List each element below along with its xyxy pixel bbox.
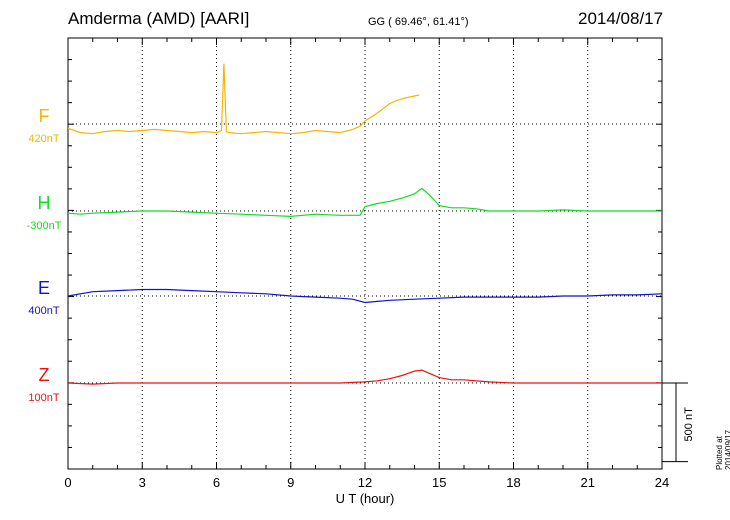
station-coordinates: GG ( 69.46°, 61.41°) <box>368 16 469 28</box>
scale-bar-label: 500 nT <box>683 407 695 442</box>
x-tick-label: 3 <box>139 475 146 490</box>
x-tick-label: 9 <box>287 475 294 490</box>
x-tick-label: 21 <box>581 475 595 490</box>
x-tick-label: 0 <box>64 475 71 490</box>
baseline-label-z: 100nT <box>28 392 59 404</box>
series-line-h <box>67 187 662 218</box>
x-tick-label: 15 <box>432 475 446 490</box>
component-label-e: E <box>38 278 50 298</box>
component-label-z: Z <box>39 365 50 385</box>
series-line-z <box>67 369 662 385</box>
x-tick-label: 18 <box>506 475 520 490</box>
x-tick-label: 24 <box>655 475 669 490</box>
series-line-e <box>67 288 663 304</box>
x-axis-label: U T (hour) <box>336 491 395 506</box>
baseline-label-h: -300nT <box>27 220 62 232</box>
component-label-h: H <box>38 193 51 213</box>
plotted-timestamp: Plotted at 2014/09/17 01:59 UT <box>715 429 730 470</box>
chart-date: 2014/08/17 <box>578 9 664 28</box>
x-tick-label: 6 <box>213 475 220 490</box>
baseline-label-e: 400nT <box>28 305 59 317</box>
x-tick-label: 12 <box>358 475 372 490</box>
chart-title: Amderma (AMD) [AARI] <box>68 9 250 28</box>
series-line-f <box>67 63 420 135</box>
component-label-f: F <box>39 106 50 126</box>
baseline-label-f: 420nT <box>28 133 59 145</box>
